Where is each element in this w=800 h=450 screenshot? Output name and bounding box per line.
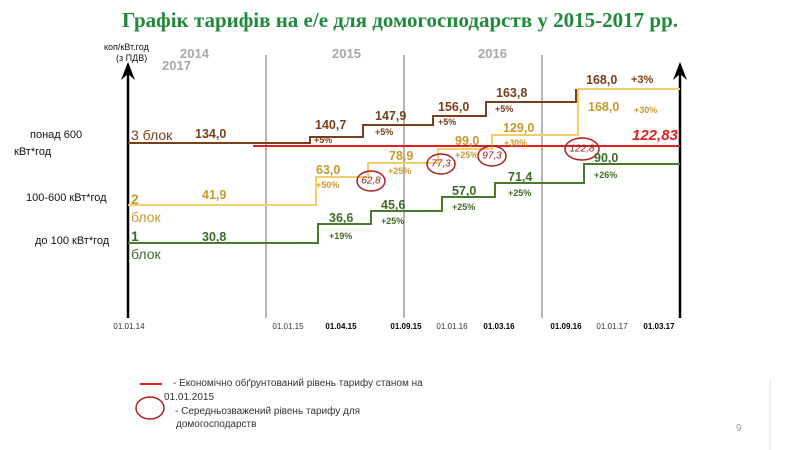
weighted-avg-value: 122,8 bbox=[569, 143, 595, 155]
value-label: 90,0 bbox=[594, 151, 619, 165]
group-label-block1: до 100 кВт*год bbox=[35, 235, 110, 247]
year-label: 2015 bbox=[332, 46, 361, 61]
change-label: +19% bbox=[329, 231, 353, 241]
change-label: +26% bbox=[594, 170, 618, 180]
weighted-avg-circle bbox=[356, 170, 386, 192]
weighted-avg-circle bbox=[426, 153, 456, 175]
value-label: 156,0 bbox=[438, 100, 470, 114]
change-label: +30% bbox=[634, 105, 658, 115]
x-tick-label: 01.03.17 bbox=[643, 322, 675, 331]
x-tick-label: 01.03.16 bbox=[483, 322, 515, 331]
value-label: 57,0 bbox=[452, 184, 477, 198]
block1-label: 1 bbox=[131, 228, 139, 244]
change-label: +5% bbox=[438, 117, 457, 127]
block1-label-2: блок bbox=[131, 246, 161, 262]
x-tick-label: 01.01.17 bbox=[596, 322, 628, 331]
change-label: +3% bbox=[631, 74, 654, 86]
change-label: +5% bbox=[375, 127, 394, 137]
x-tick-label: 01.04.15 bbox=[325, 322, 357, 331]
x-tick-label: 01.09.15 bbox=[390, 322, 422, 331]
change-label: +50% bbox=[316, 180, 340, 190]
value-label: 63,0 bbox=[316, 163, 341, 177]
change-label: +5% bbox=[314, 135, 333, 145]
value-label: 99,0 bbox=[455, 134, 480, 148]
series-block-1 bbox=[128, 163, 680, 244]
year-label: 2014 bbox=[180, 46, 209, 61]
value-label: 140,7 bbox=[315, 118, 347, 132]
change-label: +25% bbox=[381, 216, 405, 226]
chart-title: Графік тарифів на е/е для домогосподарст… bbox=[121, 8, 679, 32]
change-label: +25% bbox=[508, 188, 532, 198]
weighted-avg-circle bbox=[477, 145, 507, 167]
y-axis-arrow-icon bbox=[121, 62, 135, 80]
value-label: 36,6 bbox=[329, 211, 354, 225]
right-axis-arrow-icon bbox=[673, 62, 687, 80]
value-label: 168,0 bbox=[588, 100, 620, 114]
group-label-block3-unit: кВт*год bbox=[14, 146, 52, 158]
value-label: 163,8 bbox=[496, 86, 528, 100]
y-axis-unit: коп/кВт.год bbox=[104, 42, 149, 52]
legend-line-text: - Економічно обґрунтований рівень тарифу… bbox=[173, 378, 423, 389]
legend-circle-text-2: домогосподарств bbox=[176, 419, 257, 430]
legend-circle-text: - Середньозважений рівень тарифу для bbox=[175, 406, 361, 417]
change-label: +25% bbox=[452, 202, 476, 212]
economic-level-value: 122,83 bbox=[632, 127, 678, 144]
group-label-block2: 100-600 кВт*год bbox=[26, 192, 107, 204]
value-label: 147,9 bbox=[375, 109, 407, 123]
weighted-avg-value: 77,3 bbox=[431, 158, 451, 170]
value-label: 129,0 bbox=[503, 121, 535, 135]
legend-circle-swatch bbox=[135, 396, 165, 420]
page-number: 9 bbox=[736, 423, 742, 434]
series-block-2 bbox=[128, 88, 680, 206]
block3-label: 3 блок bbox=[131, 127, 173, 143]
year-label: 2017 bbox=[162, 58, 191, 73]
change-label: +5% bbox=[495, 104, 514, 114]
x-tick-label: 01.01.15 bbox=[272, 322, 304, 331]
value-label: 78,9 bbox=[389, 149, 414, 163]
y-axis-unit-vat: (з ПДВ) bbox=[116, 53, 148, 63]
value-label: 71,4 bbox=[508, 170, 533, 184]
series-block-3 bbox=[128, 89, 577, 144]
value-label: 168,0 bbox=[586, 73, 618, 87]
weighted-avg-value: 62,8 bbox=[361, 175, 381, 187]
group-label-block3: понад 600 bbox=[30, 129, 83, 141]
value-label: 30,8 bbox=[202, 230, 227, 244]
change-label: +25% bbox=[388, 166, 412, 176]
value-label: 45,6 bbox=[381, 198, 406, 212]
legend-line-text-2: 01.01.2015 bbox=[164, 392, 215, 403]
block2-label: 2 bbox=[131, 191, 139, 207]
year-label: 2016 bbox=[478, 46, 507, 61]
weighted-avg-circle bbox=[564, 137, 600, 161]
x-tick-label: 01.01.16 bbox=[436, 322, 468, 331]
value-label: 41,9 bbox=[202, 188, 227, 202]
change-label: +30% bbox=[504, 138, 528, 148]
weighted-avg-value: 97,3 bbox=[482, 150, 502, 162]
x-tick-label: 01.01.14 bbox=[113, 322, 145, 331]
x-tick-label: 01.09.16 bbox=[550, 322, 582, 331]
value-label: 134,0 bbox=[195, 127, 227, 141]
change-label: +25% bbox=[455, 150, 479, 160]
block2-label-2: блок bbox=[131, 209, 161, 225]
